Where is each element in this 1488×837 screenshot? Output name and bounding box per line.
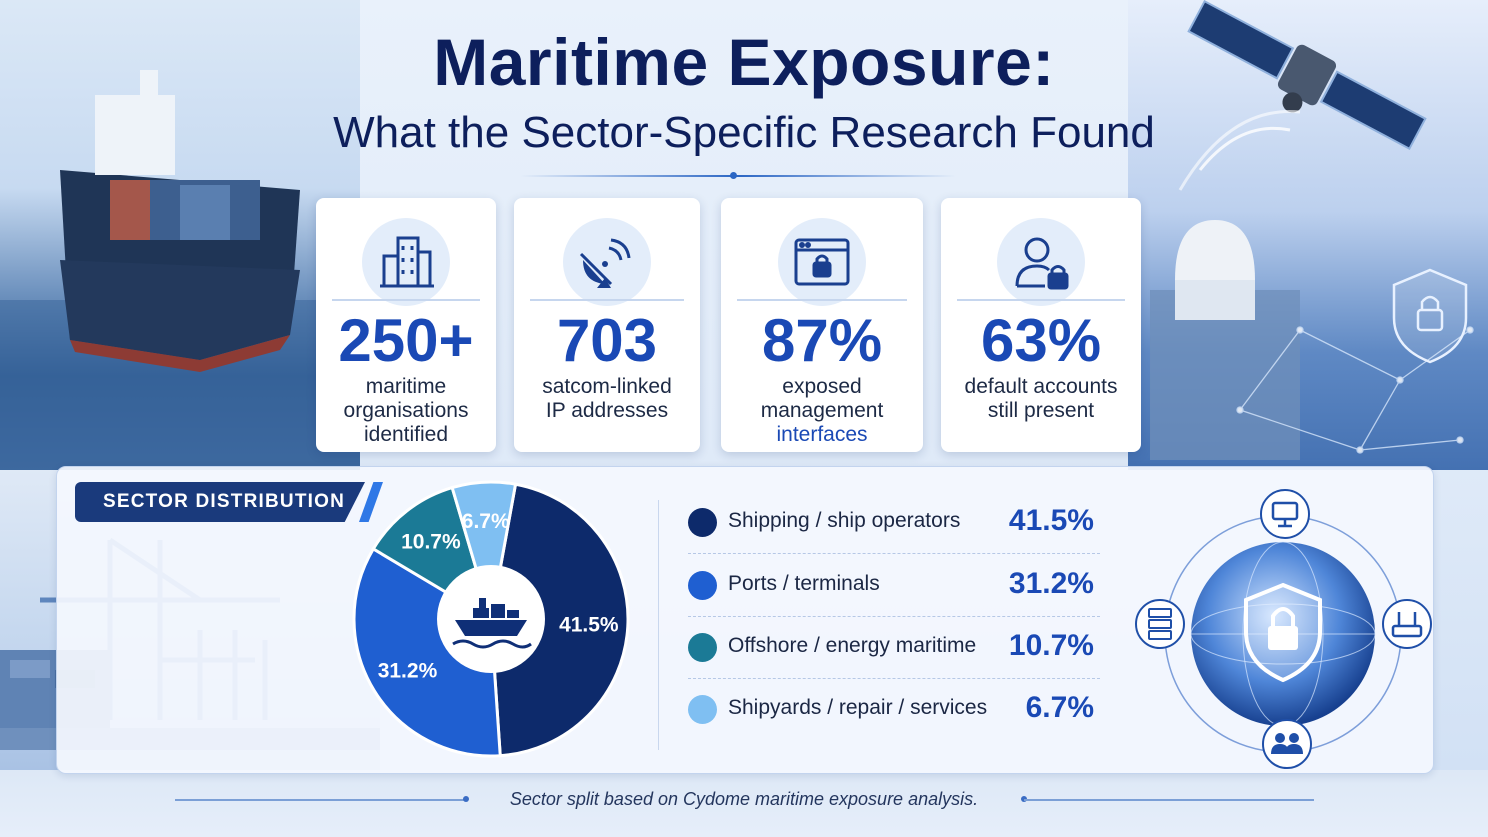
- title-divider: [520, 175, 956, 177]
- stat-card-management: 87% exposed management interfaces: [721, 198, 923, 452]
- legend-item: Shipping / ship operators 41.5%: [688, 492, 1100, 554]
- monitor-node-icon: [1260, 489, 1310, 539]
- stat-label-line: satcom-linked: [542, 375, 672, 398]
- section-label-background: [75, 482, 365, 522]
- footnote-rule-left: [175, 799, 465, 801]
- satellite-illustration: [1178, 0, 1427, 191]
- page-subtitle: What the Sector-Specific Research Found: [333, 108, 1155, 157]
- legend-value: 41.5%: [1008, 504, 1094, 537]
- browser-lock-icon: [778, 218, 866, 306]
- router-node-icon: [1382, 599, 1432, 649]
- stat-card-default-accounts: 63% default accounts still present: [941, 198, 1141, 452]
- footer-band: [0, 770, 1488, 837]
- stat-value: 703: [556, 307, 658, 374]
- stat-label-line: identified: [363, 423, 449, 446]
- user-lock-icon: [997, 218, 1085, 306]
- card-divider: [957, 299, 1125, 301]
- slice-label: 6.7%: [462, 510, 510, 533]
- legend-item: Shipyards / repair / services 6.7%: [688, 679, 1100, 741]
- legend-label: Offshore / energy maritime: [728, 634, 977, 657]
- legend-item: Offshore / energy maritime 10.7%: [688, 617, 1100, 679]
- office-building-icon: [362, 218, 450, 306]
- legend-label: Shipping / ship operators: [728, 509, 961, 532]
- radar-dome-illustration: [1150, 220, 1300, 460]
- section-label: SECTOR DISTRIBUTION: [75, 482, 385, 522]
- users-node-icon: [1262, 719, 1312, 769]
- footnote: Sector split based on Cydome maritime ex…: [509, 789, 979, 809]
- legend-value: 10.7%: [1008, 629, 1094, 662]
- satellite-dish-icon: [563, 218, 651, 306]
- card-divider: [530, 299, 684, 301]
- slice-label: 41.5%: [559, 614, 619, 637]
- page-title: Maritime Exposure:: [433, 25, 1055, 99]
- sector-donut-chart: 41.5% 31.2% 10.7%6.7%: [352, 480, 630, 758]
- stat-label-line: exposed: [782, 375, 862, 398]
- lock-icon: [1268, 626, 1298, 650]
- legend-value: 31.2%: [1008, 567, 1094, 600]
- stat-value: 87%: [761, 307, 883, 374]
- legend-swatch: [688, 571, 717, 600]
- slice-label: 10.7%: [401, 531, 461, 554]
- stat-label-line: organisations: [343, 399, 469, 422]
- stat-label-line: management: [760, 399, 884, 422]
- stat-label-line: still present: [987, 399, 1095, 422]
- stat-label: default accounts still present: [949, 375, 1133, 423]
- legend-divider: [658, 500, 659, 750]
- donut-slice: [352, 546, 502, 758]
- legend-label: Ports / terminals: [728, 572, 880, 595]
- legend-label: Shipyards / repair / services: [728, 696, 988, 719]
- stat-card-organisations: 250+ maritime organisations identified: [316, 198, 496, 452]
- stat-label-line: IP addresses: [545, 399, 669, 422]
- legend-swatch: [688, 695, 717, 724]
- slice-label: 31.2%: [378, 659, 438, 682]
- legend-separator: [688, 678, 1100, 679]
- section-label-text: SECTOR DISTRIBUTION: [103, 491, 346, 512]
- legend-separator: [688, 616, 1100, 617]
- footnote-rule-right: [1024, 799, 1314, 801]
- stat-value: 250+: [338, 307, 474, 374]
- stat-label: satcom-linked IP addresses: [522, 375, 692, 423]
- stat-label-line: default accounts: [964, 375, 1118, 398]
- stat-label-line: interfaces: [776, 423, 868, 446]
- footnote-dot-left: [463, 796, 469, 802]
- title-divider-dot: [730, 172, 737, 179]
- server-node-icon: [1135, 599, 1185, 649]
- legend-swatch: [688, 508, 717, 537]
- card-divider: [332, 299, 480, 301]
- donut-slice: [450, 480, 518, 620]
- legend-value: 6.7%: [1025, 691, 1094, 724]
- stat-label-line: maritime: [365, 375, 447, 398]
- legend-item: Ports / terminals 31.2%: [688, 555, 1100, 617]
- container-ship-illustration: [0, 70, 360, 470]
- stat-label: exposed management interfaces: [729, 375, 915, 447]
- donut-slice: [489, 482, 630, 758]
- shield-lock-icon-decor: [1392, 268, 1468, 364]
- card-divider: [737, 299, 907, 301]
- stat-value: 63%: [980, 307, 1102, 374]
- network-lines-illustration: [1236, 326, 1474, 454]
- stat-card-satcom: 703 satcom-linked IP addresses: [514, 198, 700, 452]
- legend-swatch: [688, 633, 717, 662]
- cargo-ship-icon: [452, 598, 532, 649]
- stat-label: maritime organisations identified: [324, 375, 488, 447]
- legend-separator: [688, 553, 1100, 554]
